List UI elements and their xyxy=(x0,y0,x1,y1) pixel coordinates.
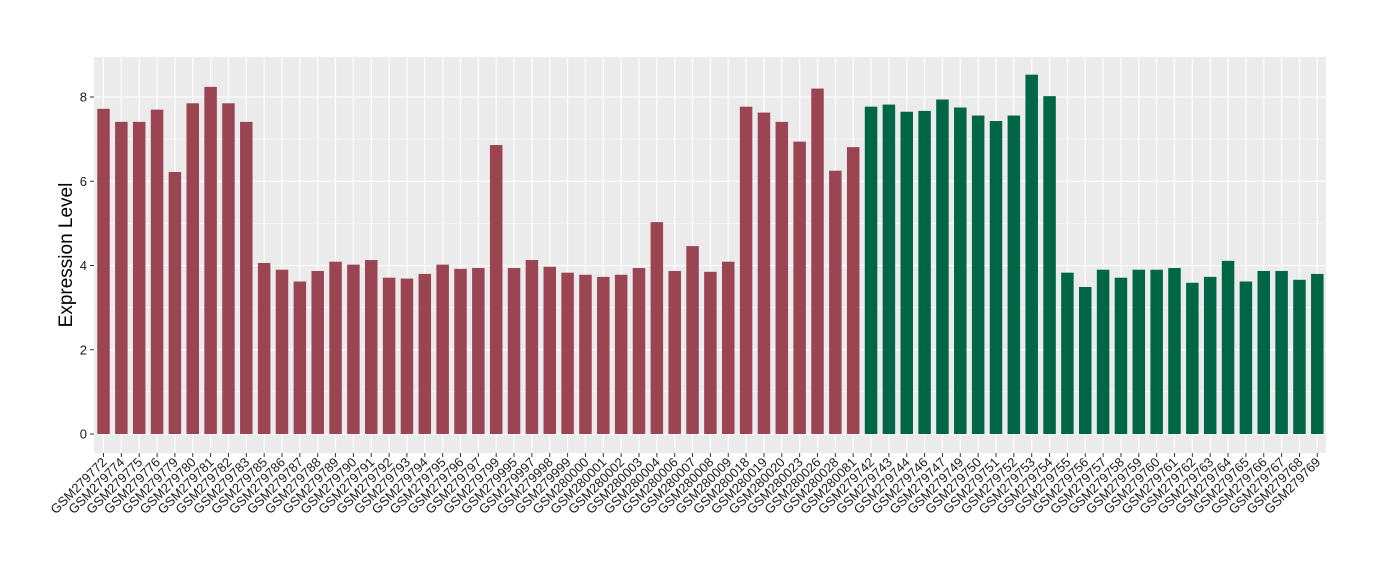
bar-GSM279781 xyxy=(204,86,217,434)
bar-GSM279775 xyxy=(132,121,146,434)
bar-GSM279751 xyxy=(989,121,1003,434)
y-axis: 0 2 4 6 8 xyxy=(80,90,94,442)
bar-GSM279754 xyxy=(1043,96,1056,434)
bar-GSM279794 xyxy=(418,273,432,434)
bar-GSM279796 xyxy=(454,268,467,434)
y-tick-label: 0 xyxy=(80,427,87,442)
bar-GSM280081 xyxy=(846,147,860,434)
bar-GSM280018 xyxy=(739,106,753,434)
bar-GSM279760 xyxy=(1150,269,1163,434)
bar-GSM280009 xyxy=(722,261,735,434)
bar-GSM279795 xyxy=(436,264,449,434)
bar-GSM279769 xyxy=(1311,273,1324,434)
bar-GSM279765 xyxy=(1239,281,1253,434)
bar-GSM280002 xyxy=(614,274,628,434)
bar-GSM279742 xyxy=(864,106,878,434)
x-axis: GSM279772GSM279774GSM279775GSM279776GSM2… xyxy=(47,453,1323,517)
bar-GSM280003 xyxy=(632,268,646,434)
bars xyxy=(97,74,1324,435)
y-axis-title: Expression Level xyxy=(56,183,77,328)
bar-GSM279755 xyxy=(1061,272,1074,434)
bar-GSM280008 xyxy=(704,271,717,434)
y-tick-label: 8 xyxy=(80,90,87,105)
bar-GSM279790 xyxy=(347,264,360,434)
bar-GSM280028 xyxy=(829,170,842,434)
bar-GSM279763 xyxy=(1203,276,1217,434)
bar-GSM279797 xyxy=(472,268,485,434)
bar-GSM279747 xyxy=(936,99,949,434)
bar-GSM280023 xyxy=(793,141,806,434)
bar-GSM279764 xyxy=(1221,260,1235,434)
bar-GSM279750 xyxy=(971,115,985,434)
bar-GSM279752 xyxy=(1007,115,1021,434)
bar-GSM279791 xyxy=(365,260,378,434)
bar-GSM279756 xyxy=(1079,286,1092,434)
bar-GSM279762 xyxy=(1186,282,1199,434)
bar-GSM280001 xyxy=(597,276,610,434)
bar-GSM279761 xyxy=(1168,268,1181,434)
y-tick-label: 4 xyxy=(80,258,87,273)
bar-GSM279998 xyxy=(543,266,556,434)
bar-GSM279779 xyxy=(168,171,182,435)
bar-GSM279759 xyxy=(1132,269,1146,434)
bar-GSM279767 xyxy=(1275,270,1288,434)
bar-GSM280006 xyxy=(668,270,681,434)
bar-GSM279772 xyxy=(97,108,110,435)
bar-GSM279789 xyxy=(329,261,342,434)
bar-GSM279787 xyxy=(293,281,307,434)
bar-GSM279785 xyxy=(257,262,271,434)
bar-GSM279999 xyxy=(561,272,574,434)
bar-GSM279768 xyxy=(1293,279,1306,434)
bar-GSM280026 xyxy=(811,88,824,434)
bar-GSM279783 xyxy=(240,121,253,434)
bar-GSM279788 xyxy=(311,270,324,434)
bar-GSM279799 xyxy=(489,145,503,434)
bar-GSM279744 xyxy=(900,111,913,435)
bar-GSM279793 xyxy=(400,278,414,434)
bar-GSM279780 xyxy=(186,103,199,434)
bar-GSM279766 xyxy=(1257,270,1270,434)
bar-GSM279749 xyxy=(954,107,967,434)
bar-GSM280004 xyxy=(650,222,664,434)
bar-GSM279757 xyxy=(1096,269,1110,434)
bar-GSM279792 xyxy=(382,277,396,434)
bar-GSM279753 xyxy=(1025,74,1038,434)
bar-GSM279758 xyxy=(1114,277,1128,434)
bar-GSM279997 xyxy=(525,260,539,434)
bar-GSM279776 xyxy=(150,109,164,434)
y-tick-label: 2 xyxy=(80,342,87,357)
bar-GSM279782 xyxy=(222,103,235,434)
y-tick-label: 6 xyxy=(80,174,87,189)
bar-GSM280007 xyxy=(686,246,699,434)
bar-GSM280019 xyxy=(757,112,771,435)
bar-GSM280020 xyxy=(775,121,789,434)
bar-GSM279743 xyxy=(882,104,896,435)
bar-GSM279774 xyxy=(115,121,128,434)
bar-GSM279746 xyxy=(918,110,931,435)
bar-GSM280000 xyxy=(579,274,592,434)
bar-GSM279786 xyxy=(275,269,289,434)
bar-GSM279995 xyxy=(507,268,521,434)
